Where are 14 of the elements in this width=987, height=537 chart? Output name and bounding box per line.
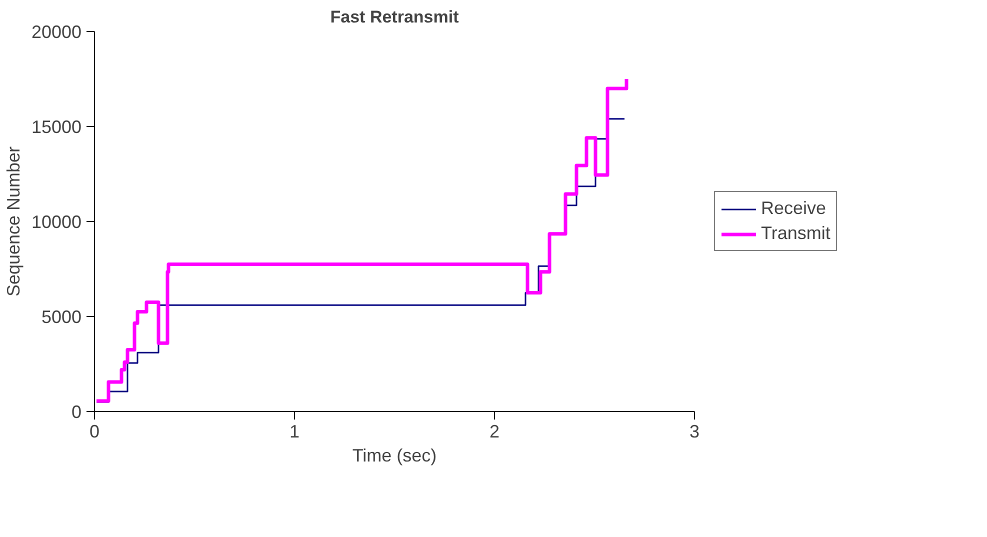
x-tick-label: 1 <box>289 422 300 442</box>
x-tick-label: 2 <box>489 422 500 442</box>
chart-title: Fast Retransmit <box>330 8 460 26</box>
y-tick-label: 0 <box>71 402 82 422</box>
y-tick-label: 20000 <box>31 22 82 42</box>
y-axis-title: Sequence Number <box>3 146 24 297</box>
x-axis-title: Time (sec) <box>352 446 437 466</box>
y-tick-label: 15000 <box>31 117 82 137</box>
legend-label: Transmit <box>761 223 830 244</box>
x-tick-label: 0 <box>89 422 100 442</box>
legend-label: Receive <box>761 198 826 219</box>
y-tick-label: 5000 <box>41 307 82 327</box>
y-tick-label: 10000 <box>31 212 82 232</box>
x-tick-label: 3 <box>689 422 700 442</box>
